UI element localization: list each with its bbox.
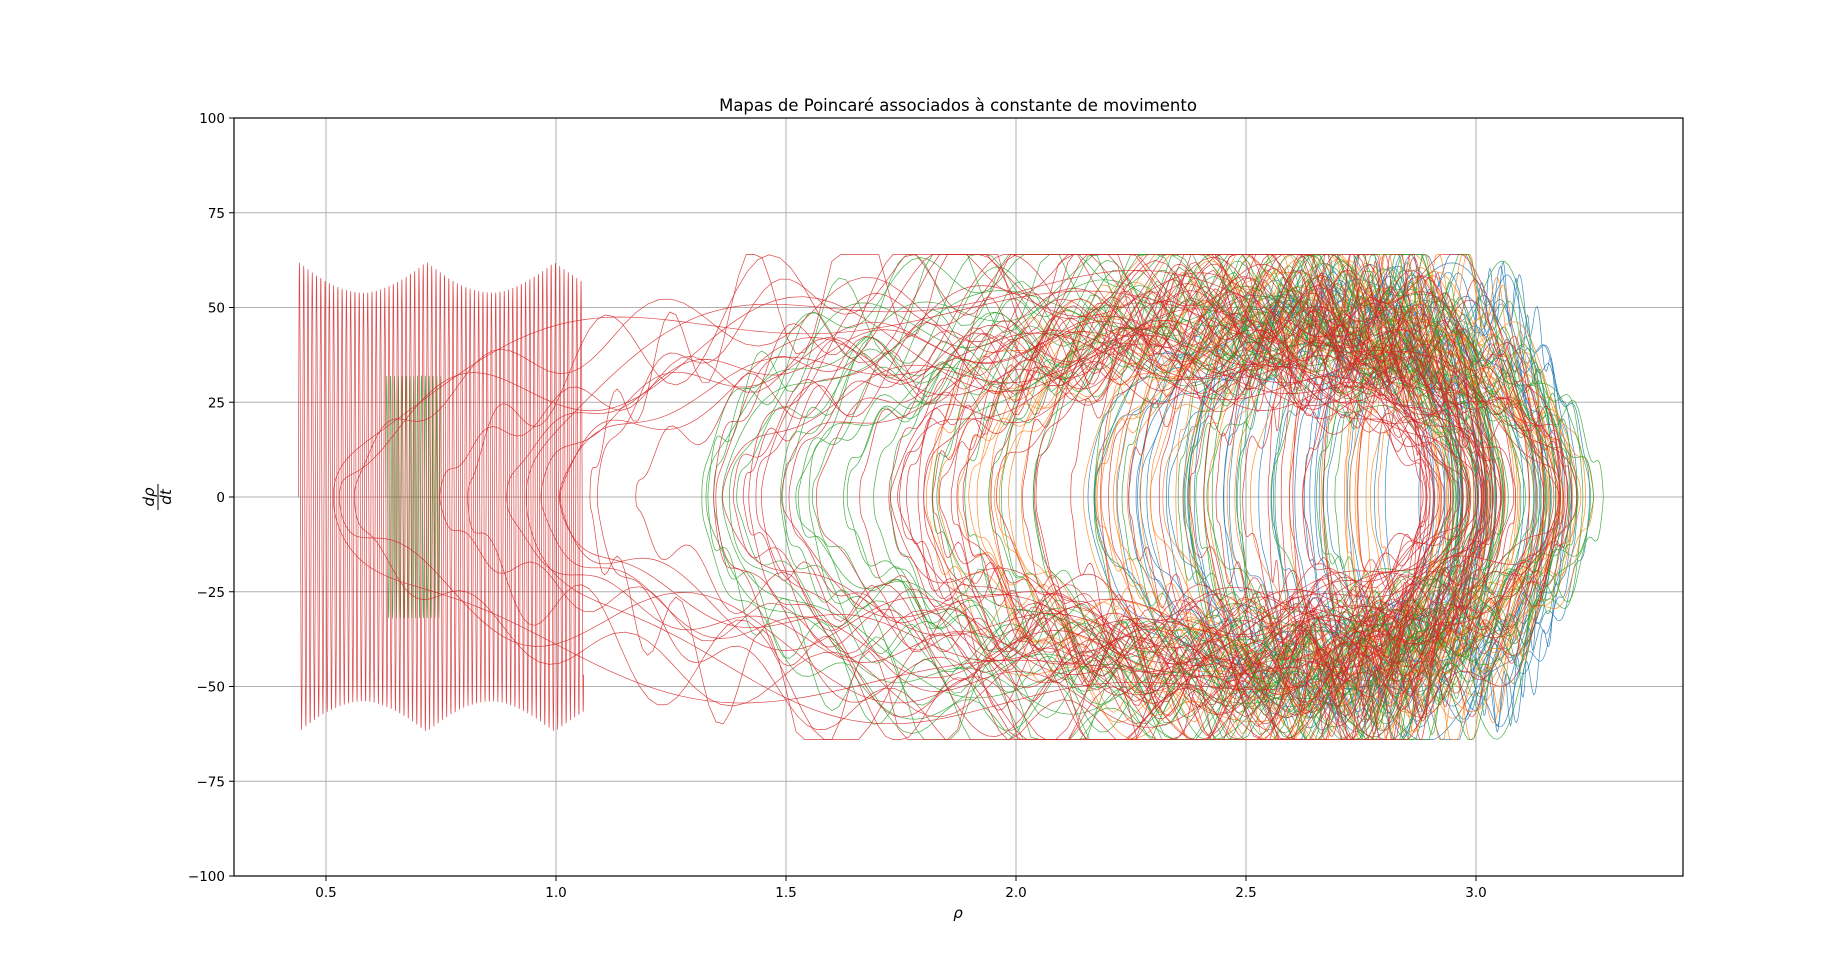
y-tick-label: 0 [216,490,225,506]
y-tick-label: −100 [188,869,225,885]
series-line-red [1302,299,1566,695]
series-line-red [788,290,1555,704]
x-axis-label: ρ [953,904,963,922]
series-line-red [781,330,1445,664]
series-line-green [1316,324,1561,668]
series-line-orange [1346,254,1449,740]
series-line-red [467,254,1436,740]
series-line-red [996,319,1515,666]
chart-title: Mapas de Poincaré associados à constante… [719,96,1197,115]
series-line-green [729,254,1457,740]
series-line-red [990,263,1491,731]
series-line-green [964,271,1505,723]
series-line-red [635,320,1428,674]
series-line-red [1323,254,1483,740]
series-line-orange [1349,254,1550,740]
series-line-blue [1309,254,1573,740]
y-tick-label: 75 [208,206,225,222]
series-line-red [339,296,1560,704]
y-tick-label: 25 [208,395,225,411]
x-tick-label: 2.0 [1005,885,1026,901]
series-line-red [1035,254,1568,740]
series-line-red-oscillation [298,262,584,732]
series-line-green [1188,254,1455,740]
y-tick-label: 100 [199,111,225,127]
plot-area [298,253,1604,740]
series-line-red [540,315,1502,679]
series-line-red [1100,254,1428,740]
series-line-red [761,272,1476,728]
series-line-green [1093,254,1487,740]
series-line-green [1184,317,1492,677]
series-line-orange [976,254,1577,740]
series-line-green [1177,263,1463,734]
series-line-green [1334,290,1570,702]
series-line-green-oscillation [385,375,442,619]
series-line-orange [1343,304,1489,690]
series-line-red [1188,309,1572,683]
series-line-orange [926,271,1452,723]
series-line-red [1108,267,1506,727]
series-line-red [742,317,1431,677]
series-line-red [589,254,1427,740]
series-line-red [917,254,1478,740]
x-tick-label: 3.0 [1465,885,1486,901]
series-line-red [1070,254,1487,740]
series-line-green [1239,254,1459,740]
y-axis-label: dρ dt [140,484,175,510]
series-line-green [1211,254,1496,740]
x-tick-label: 1.0 [545,885,566,901]
series-line-green [846,300,1492,694]
series-line-red [897,334,1578,666]
x-axis: 0.5 1.0 1.5 2.0 2.5 3.0 [315,876,1487,901]
series-line-red [1267,254,1422,740]
y-axis: 100 75 50 25 0 −25 −50 −75 −100 [188,111,234,885]
series-line-orange [1365,254,1544,740]
y-tick-label: 50 [208,301,225,317]
series-line-green [808,254,1522,740]
series-line-red [559,321,1468,675]
y-tick-label: −75 [197,774,226,790]
series-line-red [1357,277,1544,717]
x-tick-label: 2.5 [1235,885,1256,901]
series-line-red [923,325,1472,669]
series-line-red [558,332,1471,662]
x-tick-label: 1.5 [775,885,796,901]
series-line-red [1158,283,1431,714]
series-line-red [939,329,1503,666]
series-line-blue [1443,265,1564,727]
series-line-red [1292,254,1454,740]
series-line-red [748,254,1485,740]
y-axis-label-numerator: dρ [140,487,158,507]
series-line-orange [1370,337,1573,657]
series-line-green [1274,254,1556,740]
y-tick-label: −50 [197,680,226,696]
y-tick-label: −25 [197,585,226,601]
series-line-red [1302,338,1569,656]
series-line-orange [1234,295,1520,699]
series-line-red [859,269,1470,725]
series-line-red [956,283,1545,715]
series-line-red [1128,305,1484,689]
series-line-red [713,254,1442,740]
series-line-blue [1349,320,1540,674]
series-line-orange [1207,318,1493,676]
series-line-green [1195,281,1578,714]
series-line-red [506,329,1440,665]
series-line-red [1215,287,1490,707]
series-line-red [1203,254,1560,740]
series-line-red [525,269,1502,725]
y-axis-label-denominator: dt [157,488,175,505]
x-tick-label: 0.5 [315,885,336,901]
series-line-red [715,254,1560,740]
series-line-blue [1258,276,1475,718]
series-red [298,254,1578,740]
series-line-red [354,276,1451,718]
series-line-orange [1008,271,1535,723]
series-line-red [1242,319,1517,678]
series-line-red [439,332,1461,662]
